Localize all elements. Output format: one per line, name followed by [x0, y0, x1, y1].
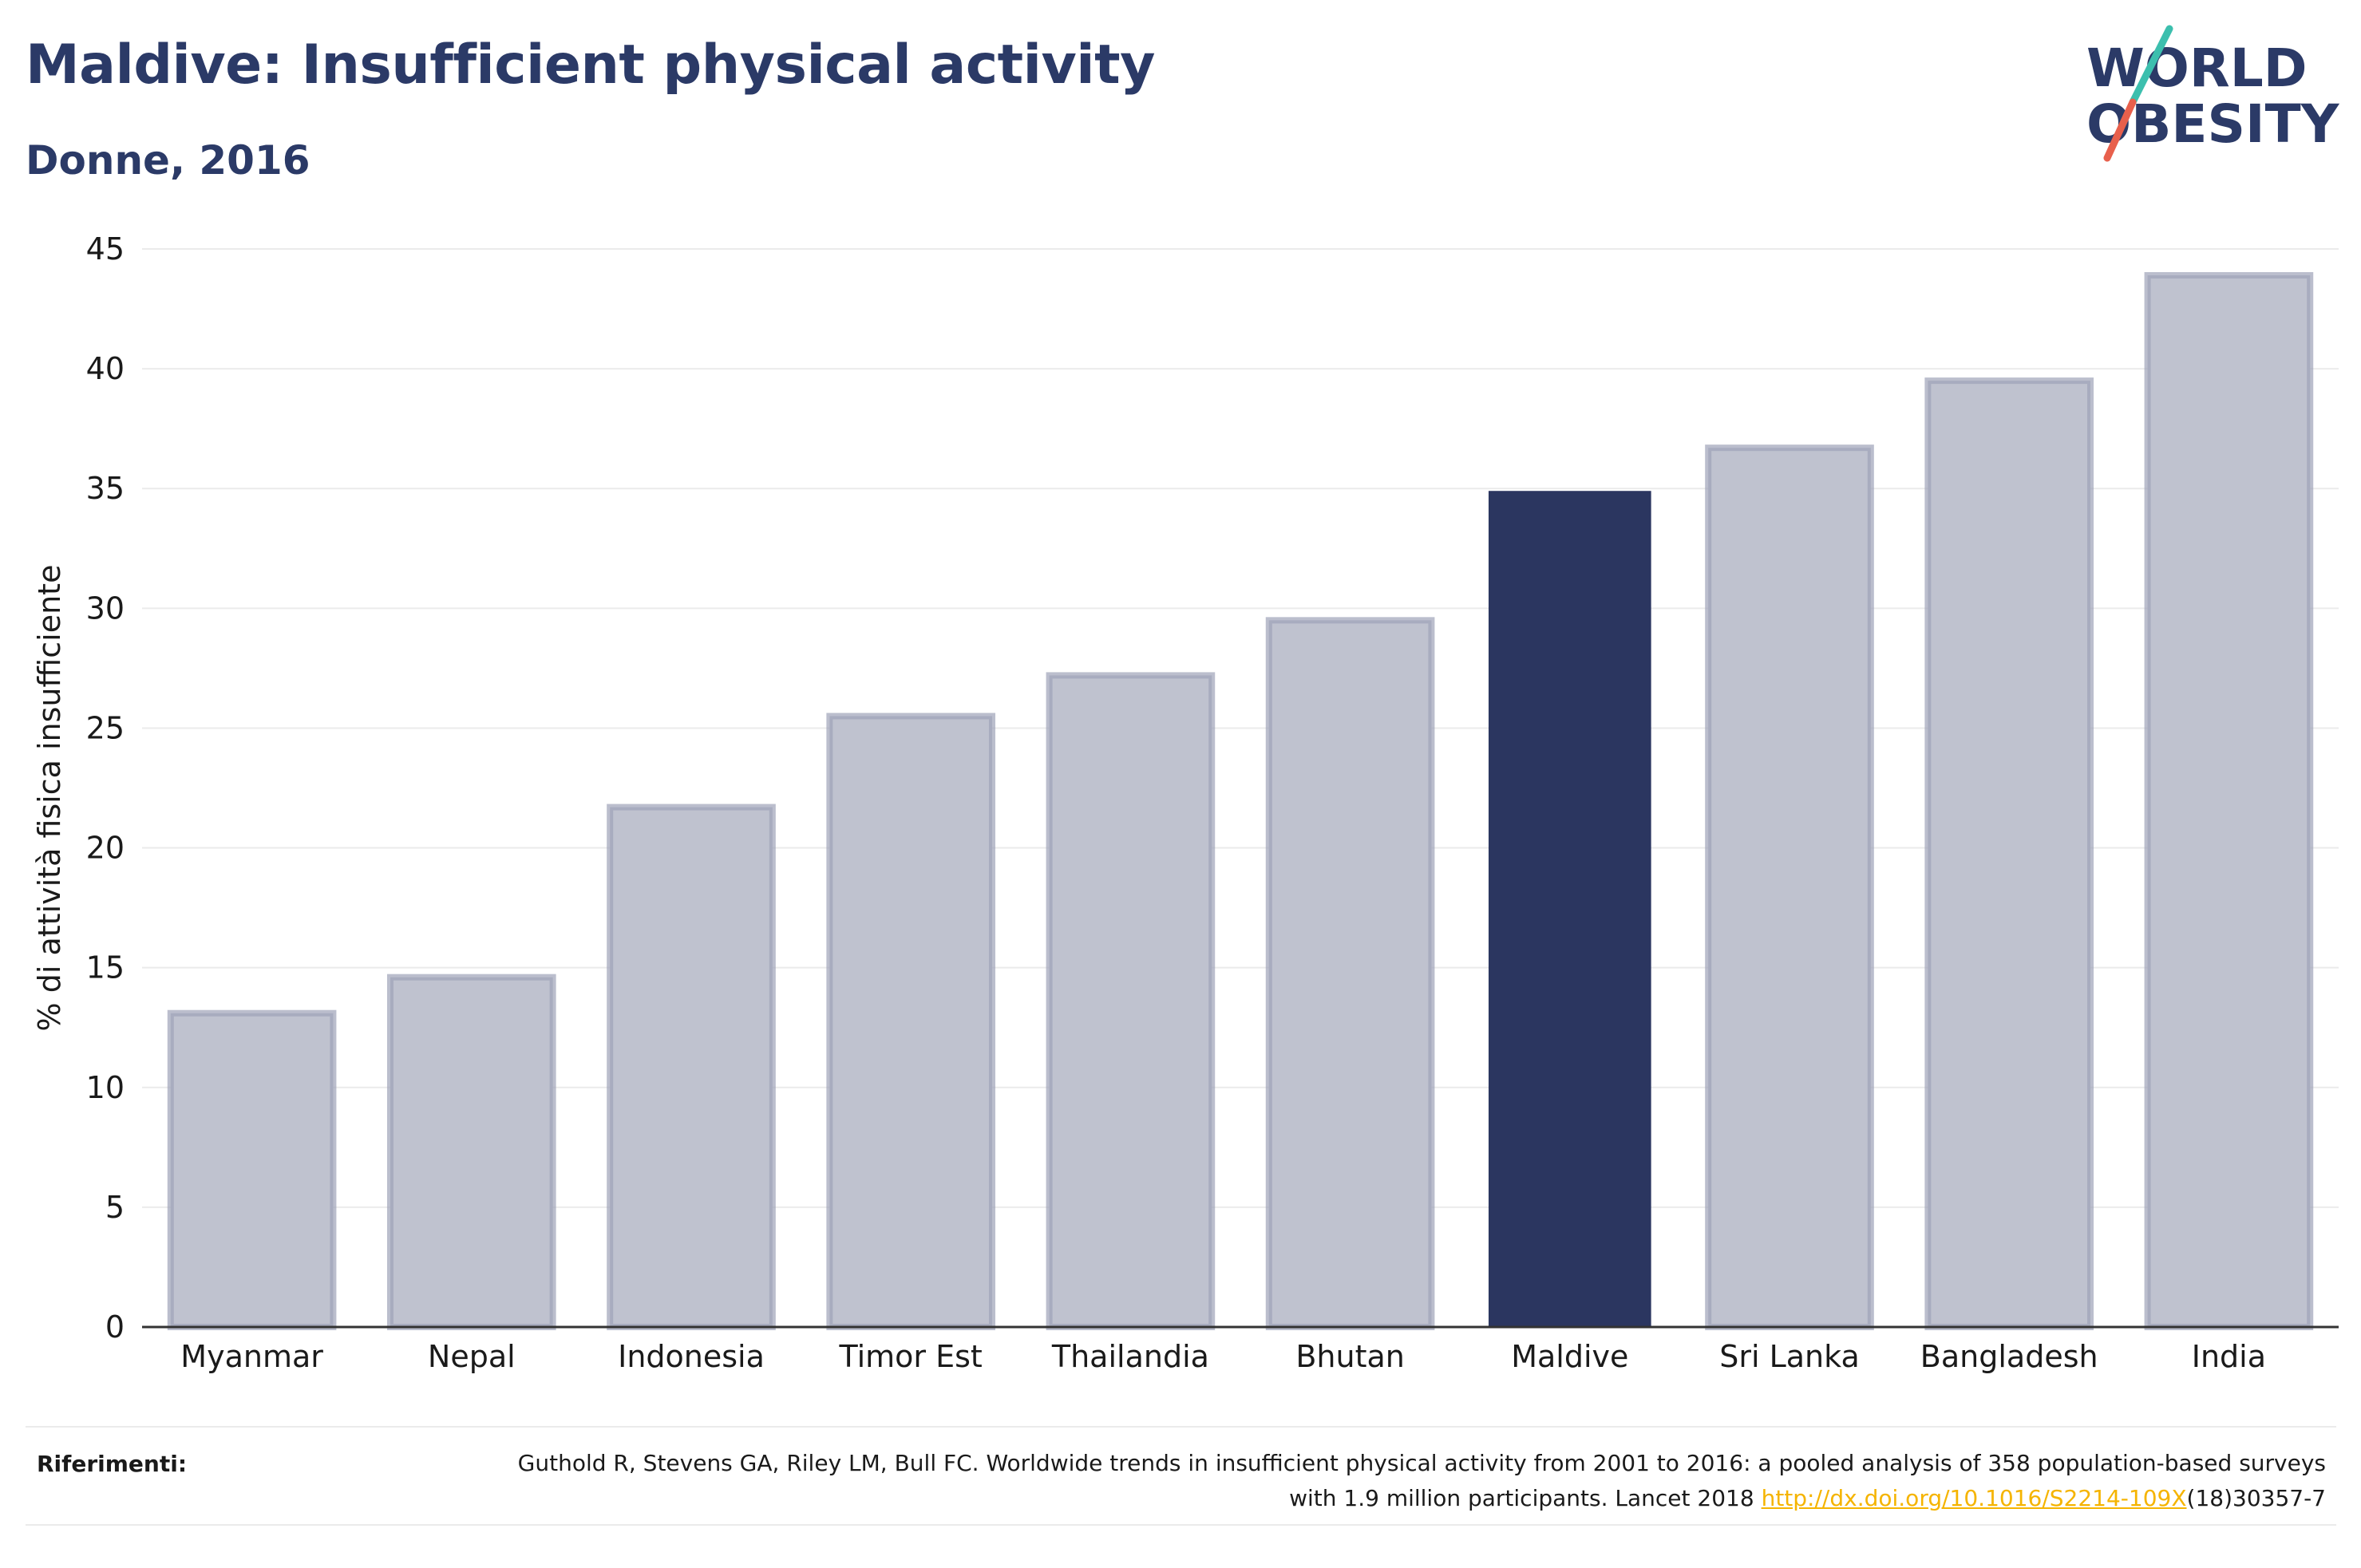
x-tick-label-bangladesh: Bangladesh: [1920, 1339, 2098, 1374]
y-tick-label-10: 10: [86, 1070, 125, 1105]
references-citation: Guthold R, Stevens GA, Riley LM, Bull FC…: [517, 1450, 2326, 1511]
y-tick-label-45: 45: [86, 231, 125, 267]
y-tick-label-5: 5: [105, 1190, 125, 1225]
x-tick-label-nepal: Nepal: [428, 1339, 516, 1374]
logo-line-1: WORLD: [2086, 38, 2308, 99]
y-tick-label-15: 15: [86, 950, 125, 985]
references-top-divider: [26, 1426, 2336, 1428]
y-tick-label-30: 30: [86, 590, 125, 626]
x-tick-label-india: India: [2192, 1339, 2266, 1374]
bar-nepal: [386, 974, 556, 1330]
references-citation-suffix: (18)30357-7: [2186, 1485, 2326, 1511]
bar-thailandia: [1046, 672, 1216, 1330]
logo-slash-bottom: [2103, 98, 2137, 162]
logo-slash-top: [2129, 25, 2173, 106]
x-tick-label-sri-lanka: Sri Lanka: [1719, 1339, 1860, 1374]
bar-maldive: [1488, 491, 1651, 1328]
bar-chart: 0 5 10 15 20 25 30 35 40 45 Myanmar Nepal Indonesia T…: [32, 231, 2339, 1374]
x-tick-label-bhutan: Bhutan: [1295, 1339, 1405, 1374]
bar-myanmar: [167, 1009, 337, 1330]
y-tick-label-25: 25: [86, 710, 125, 745]
references-doi-link[interactable]: http://dx.doi.org/10.1016/S2214-109X: [1761, 1485, 2187, 1511]
world-obesity-logo: WORLD OBESITY: [2086, 25, 2340, 162]
bar-india: [2144, 272, 2314, 1331]
y-tick-label-35: 35: [86, 471, 125, 506]
bar-timor-est: [826, 713, 996, 1330]
y-tick-label-40: 40: [86, 351, 125, 386]
x-tick-label-maldive: Maldive: [1511, 1339, 1628, 1374]
bar-indonesia: [607, 804, 776, 1330]
x-tick-label-thailandia: Thailandia: [1051, 1339, 1209, 1374]
bar-bhutan: [1265, 617, 1435, 1330]
y-axis-title: % di attività fisica insufficiente: [32, 565, 67, 1032]
references-label: Riferimenti:: [37, 1451, 188, 1477]
y-tick-label-20: 20: [86, 831, 125, 866]
x-tick-label-timor-est: Timor Est: [839, 1339, 983, 1374]
bars: [167, 272, 2314, 1331]
y-tick-label-0: 0: [105, 1309, 125, 1345]
chart-subtitle: Donne, 2016: [26, 137, 310, 184]
chart-title: Maldive: Insufficient physical activity: [26, 34, 1155, 97]
x-tick-label-myanmar: Myanmar: [180, 1339, 323, 1374]
references-text: Guthold R, Stevens GA, Riley LM, Bull FC…: [490, 1446, 2326, 1516]
x-tick-label-indonesia: Indonesia: [618, 1339, 765, 1374]
bar-sri-lanka: [1705, 444, 1874, 1330]
axes: 0 5 10 15 20 25 30 35 40 45 Myanmar Nepal Indonesia T…: [86, 231, 2339, 1374]
bar-bangladesh: [1924, 377, 2094, 1331]
references-bottom-divider: [26, 1524, 2336, 1526]
